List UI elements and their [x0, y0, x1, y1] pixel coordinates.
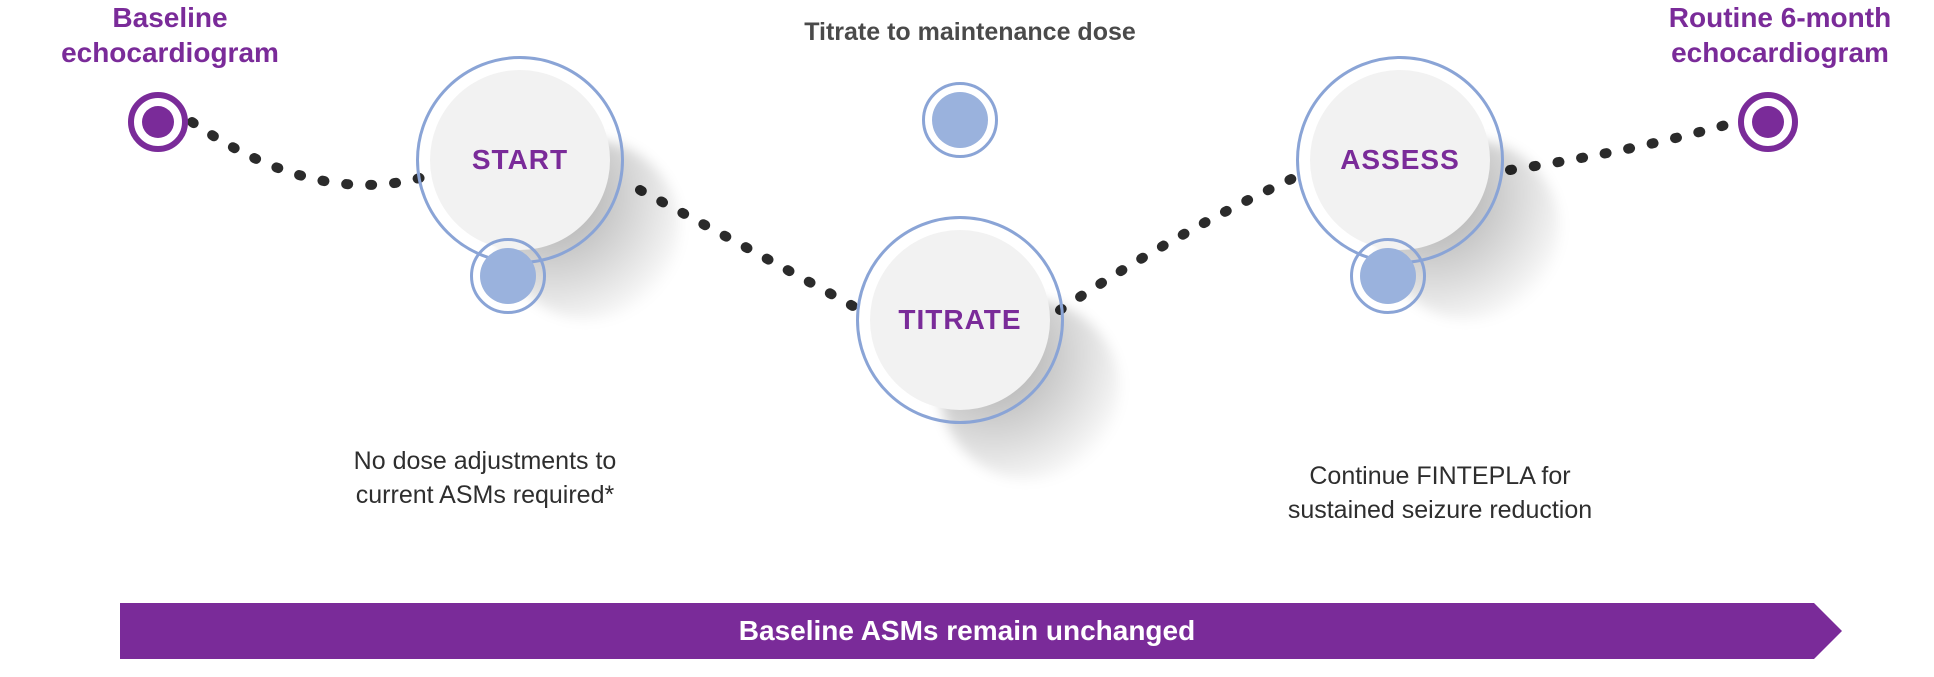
baseline-asms-banner: Baseline ASMs remain unchanged [120, 603, 1814, 659]
baseline-echo-core-icon [142, 106, 174, 138]
start-node-label: START [472, 144, 568, 176]
assess-node: ASSESS [1310, 70, 1490, 250]
assess-bottom-caption: Continue FINTEPLA forsustained seizure r… [1240, 460, 1640, 528]
routine-echo-core-icon [1752, 106, 1784, 138]
assess-node-label: ASSESS [1340, 144, 1460, 176]
routine-echo-label: Routine 6-monthechocardiogram [1620, 0, 1934, 70]
start-bottom-caption: No dose adjustments tocurrent ASMs requi… [305, 445, 665, 513]
assess-small-dot-icon [1360, 248, 1416, 304]
titrate-node-label: TITRATE [898, 304, 1021, 336]
titrate-node: TITRATE [870, 230, 1050, 410]
start-small-dot-icon [480, 248, 536, 304]
diagram-stage: Baselineechocardiogram Routine 6-monthec… [0, 0, 1934, 677]
titrate-top-caption: Titrate to maintenance dose [780, 18, 1160, 47]
titrate-small-dot-icon [932, 92, 988, 148]
banner-text: Baseline ASMs remain unchanged [739, 615, 1195, 647]
start-node: START [430, 70, 610, 250]
baseline-echo-label: Baselineechocardiogram [20, 0, 320, 70]
